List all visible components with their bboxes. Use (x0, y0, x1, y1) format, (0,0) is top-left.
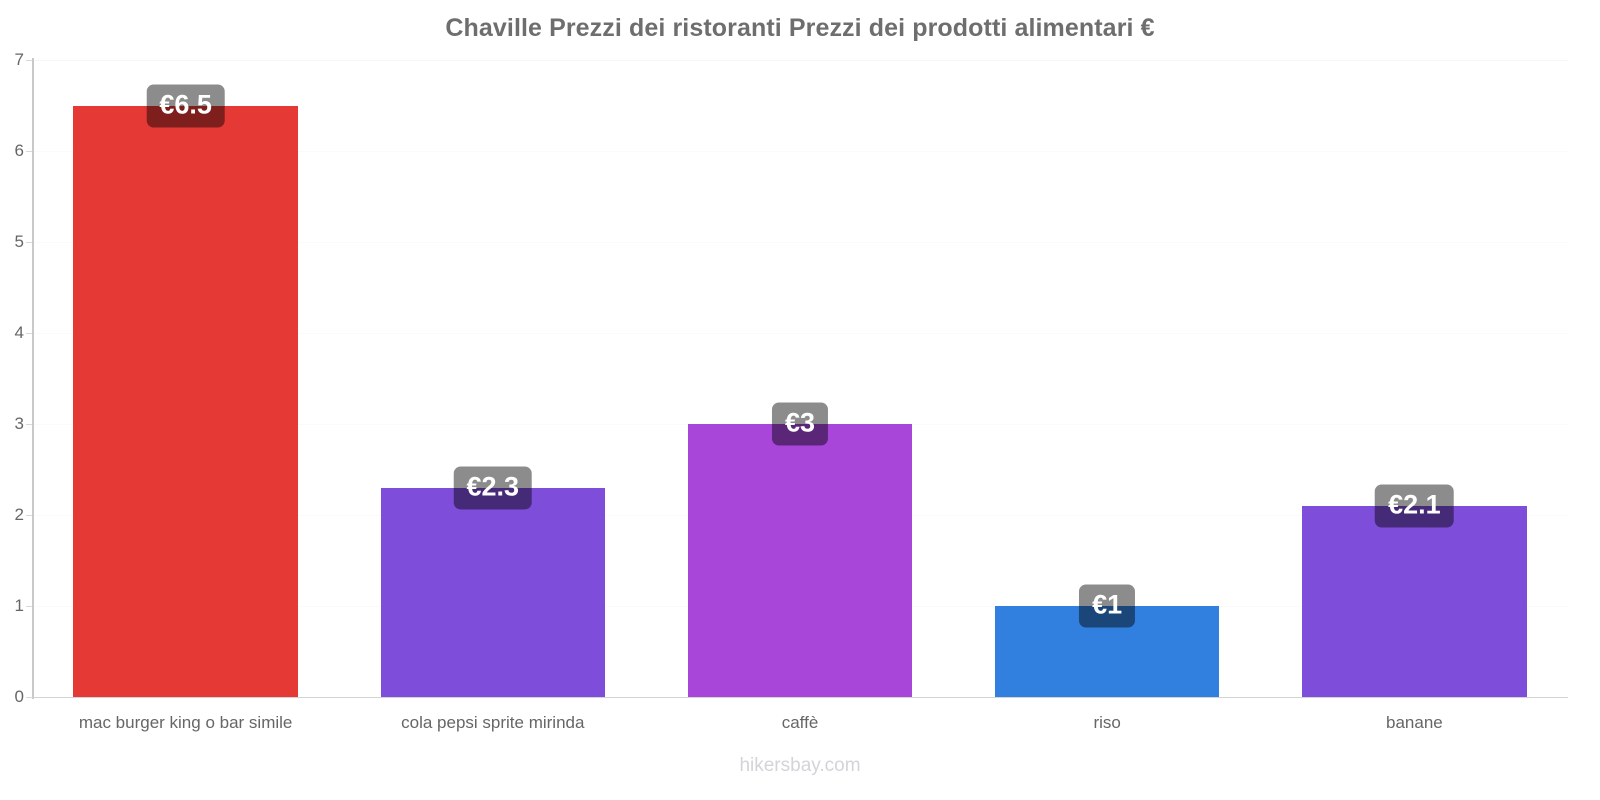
y-axis-tick-mark (26, 606, 32, 607)
bar[interactable] (73, 105, 298, 697)
bar-value-label: €1 (1079, 584, 1136, 628)
x-axis-category-label: cola pepsi sprite mirinda (401, 713, 585, 732)
y-axis-tick-label: 5 (14, 232, 24, 251)
y-axis-tick-mark (26, 242, 32, 243)
y-axis-tick-label: 4 (14, 323, 24, 342)
y-axis-tick-mark (26, 424, 32, 425)
y-axis-tick-label: 2 (14, 505, 24, 524)
plot-area: €6.5 €2.3 €3 €1 €2.1 (32, 60, 1568, 697)
bar[interactable] (995, 606, 1220, 697)
bar-value-label: €2.3 (453, 466, 533, 510)
gridline (32, 242, 1568, 243)
y-axis-tick-mark (26, 333, 32, 334)
y-axis-tick-label: 6 (14, 141, 24, 160)
bar[interactable] (380, 487, 605, 697)
bar[interactable] (687, 424, 913, 697)
bar-value-label: €6.5 (146, 84, 225, 127)
y-axis-tick-label: 3 (14, 414, 24, 433)
y-axis-line (32, 58, 34, 699)
y-axis-tick-mark (26, 151, 32, 152)
bar[interactable] (1302, 505, 1527, 697)
y-axis-tick-label: 0 (14, 687, 24, 706)
y-axis-tick-mark (26, 697, 32, 698)
bar-value-label: €3 (771, 402, 829, 446)
gridline (32, 333, 1568, 334)
y-axis-tick-label: 7 (14, 50, 24, 69)
x-axis-line (32, 697, 1568, 698)
gridline (32, 60, 1568, 61)
x-axis-category-label: banane (1386, 713, 1443, 732)
y-axis-tick-mark (26, 60, 32, 61)
gridline (32, 151, 1568, 152)
bar-value-label: €2.1 (1375, 484, 1454, 528)
watermark-text: hikersbay.com (739, 755, 861, 776)
x-axis-category-label: mac burger king o bar simile (78, 713, 293, 732)
chart-title: Chaville Prezzi dei ristoranti Prezzi de… (445, 14, 1155, 42)
y-axis-tick-mark (26, 515, 32, 516)
x-axis-category-label: caffè (781, 713, 819, 732)
x-axis-category-label: riso (1093, 713, 1121, 732)
y-axis-tick-label: 1 (14, 596, 24, 615)
